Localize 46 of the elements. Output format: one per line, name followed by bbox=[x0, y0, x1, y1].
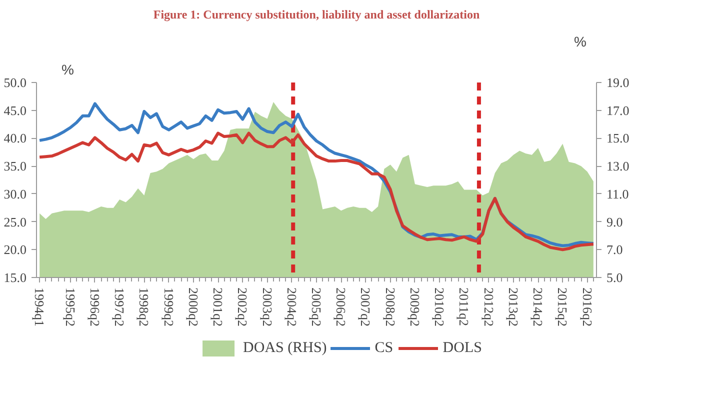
legend-label: DOLS bbox=[442, 340, 482, 356]
y2-tick-label: 17.0 bbox=[606, 102, 630, 118]
y-tick-label: 50.0 bbox=[4, 75, 26, 90]
x-tick-label: 2001q2 bbox=[210, 288, 226, 326]
x-tick-label: 1998q2 bbox=[136, 288, 152, 326]
y-tick-label: 40.0 bbox=[4, 130, 26, 146]
x-tick-label: 2000q2 bbox=[186, 288, 201, 326]
y2-tick-label: 15.0 bbox=[606, 130, 630, 146]
x-tick-label: 2005q2 bbox=[309, 288, 324, 326]
y2-axis-title: % bbox=[574, 34, 587, 50]
x-tick-label: 2007q2 bbox=[358, 288, 374, 326]
x-tick-label: 2011q2 bbox=[456, 288, 472, 326]
x-tick-label: 1994q1 bbox=[32, 288, 48, 326]
y-tick-label: 30.0 bbox=[4, 186, 26, 202]
x-tick-label: 2009q2 bbox=[407, 288, 422, 326]
y-tick-label: 20.0 bbox=[4, 242, 26, 258]
y-tick-label: 15.0 bbox=[4, 270, 26, 285]
y2-tick-label: 19.0 bbox=[606, 75, 630, 90]
y-tick-label: 35.0 bbox=[4, 158, 26, 174]
x-tick-label: 2003q2 bbox=[260, 288, 275, 326]
x-tick-label: 1995q2 bbox=[62, 288, 78, 326]
x-tick-label: 1996q2 bbox=[87, 288, 102, 326]
y-axis-title: % bbox=[62, 62, 74, 78]
x-tick-label: 2008q2 bbox=[382, 288, 398, 326]
x-tick-label: 2012q2 bbox=[481, 288, 496, 326]
x-tick-label: 2013q2 bbox=[506, 288, 521, 326]
x-tick-label: 2014q2 bbox=[530, 288, 546, 326]
x-tick-label: 1997q2 bbox=[112, 288, 128, 326]
y2-tick-label: 9.0 bbox=[606, 214, 623, 230]
legend-label: DOAS (RHS) bbox=[243, 340, 327, 356]
x-tick-label: 2015q2 bbox=[555, 288, 570, 326]
y-tick-label: 25.0 bbox=[4, 214, 26, 230]
y2-tick-label: 7.0 bbox=[606, 242, 623, 258]
x-tick-label: 2002q2 bbox=[235, 288, 250, 326]
legend-label: CS bbox=[374, 340, 394, 356]
y2-tick-label: 5.0 bbox=[606, 270, 623, 285]
chart-title: Figure 1: Currency substitution, liability and asset dollarization bbox=[153, 8, 480, 22]
y-tick-label: 45.0 bbox=[4, 102, 26, 118]
x-tick-label: 2004q2 bbox=[284, 288, 300, 326]
x-tick-label: 2006q2 bbox=[334, 288, 349, 326]
y2-tick-label: 11.0 bbox=[606, 186, 629, 202]
y2-tick-label: 13.0 bbox=[606, 158, 630, 174]
x-tick-label: 2016q2 bbox=[580, 288, 595, 326]
x-tick-label: 1999q2 bbox=[161, 288, 176, 326]
x-tick-label: 2010q2 bbox=[432, 288, 448, 326]
line-series bbox=[38, 132, 595, 252]
